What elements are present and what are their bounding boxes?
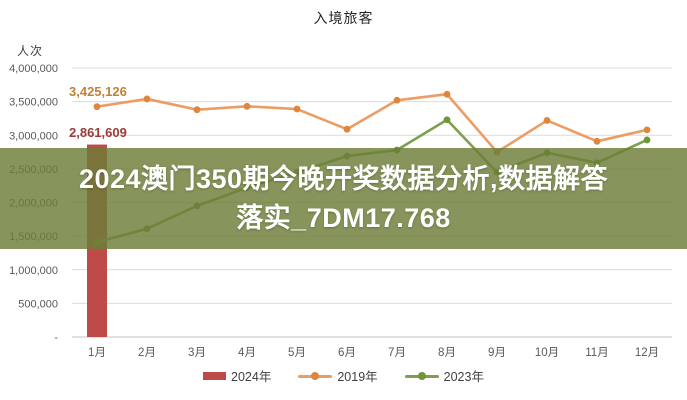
legend-label: 2024年	[231, 370, 272, 384]
svg-text:12月: 12月	[635, 347, 659, 359]
svg-text:4月: 4月	[238, 347, 256, 359]
svg-text:3,500,000: 3,500,000	[9, 97, 58, 109]
watermark-line-1: 2024澳门350期今晚开奖数据分析,数据解答	[78, 163, 609, 194]
series-2019年	[93, 90, 651, 156]
svg-text:-: -	[54, 332, 58, 344]
svg-text:3,000,000: 3,000,000	[9, 130, 58, 142]
svg-text:9月: 9月	[488, 347, 506, 359]
legend-label: 2023年	[443, 370, 484, 384]
watermark-line-2: 落实_7DM17.768	[236, 202, 451, 233]
legend-label: 2019年	[337, 370, 378, 384]
legend: 2024年 2019年 2023年	[0, 366, 687, 385]
svg-text:8月: 8月	[438, 347, 456, 359]
chart-title: 入境旅客	[313, 10, 374, 26]
watermark-overlay: 2024澳门350期今晚开奖数据分析,数据解答 落实_7DM17.768	[0, 148, 687, 249]
data-label-2024-jan: 2,861,609	[69, 125, 127, 140]
svg-text:3月: 3月	[188, 347, 206, 359]
legend-swatch-bar-icon	[203, 371, 227, 380]
legend-swatch-line-icon	[404, 371, 439, 380]
data-label-2019-jan: 3,425,126	[69, 84, 127, 99]
legend-item-2023年: 2023年	[404, 366, 484, 385]
svg-text:2月: 2月	[138, 347, 156, 359]
legend-swatch-line-icon	[298, 371, 333, 380]
svg-text:4,000,000: 4,000,000	[9, 63, 58, 75]
svg-text:6月: 6月	[338, 347, 356, 359]
svg-text:5月: 5月	[288, 347, 306, 359]
svg-text:7月: 7月	[388, 347, 406, 359]
legend-item-2019年: 2019年	[298, 366, 378, 385]
legend-item-2024年: 2024年	[203, 366, 271, 385]
y-axis-unit-label: 人次	[17, 44, 44, 58]
svg-text:1,000,000: 1,000,000	[9, 265, 58, 277]
x-axis-labels: 1月 2月 3月 4月 5月 6月 7月 8月 9月 10月 11月 12月	[88, 347, 659, 359]
svg-text:1月: 1月	[88, 347, 106, 359]
svg-text:10月: 10月	[535, 347, 559, 359]
svg-text:500,000: 500,000	[18, 298, 58, 310]
svg-text:11月: 11月	[585, 347, 608, 359]
